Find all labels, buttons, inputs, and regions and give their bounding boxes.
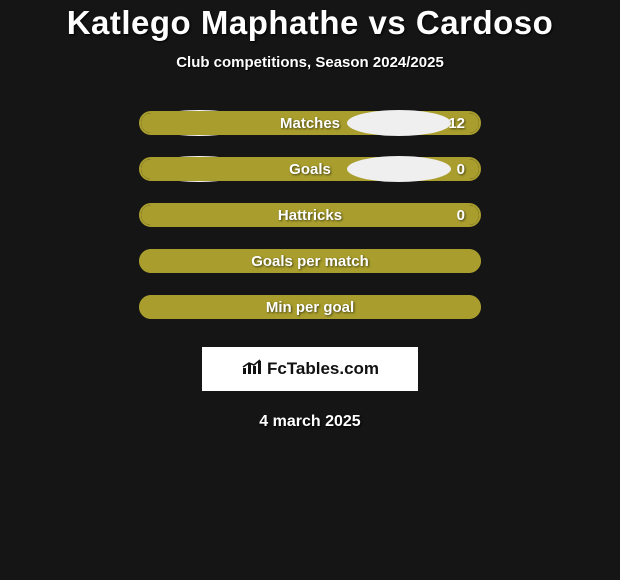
- stat-row: Min per goal: [139, 295, 481, 319]
- stat-bar: Hattricks 0: [139, 203, 481, 227]
- stat-value: 12: [448, 115, 465, 132]
- page-subtitle: Club competitions, Season 2024/2025: [176, 54, 444, 71]
- stat-value: 0: [457, 207, 465, 224]
- stats-region: Matches 12 Goals 0 Hattricks 0 Goals per match…: [139, 111, 481, 341]
- player-right-ellipse: [347, 156, 451, 182]
- stat-label: Goals: [289, 161, 331, 178]
- stat-row: Goals per match: [139, 249, 481, 273]
- stat-row: Matches 12: [139, 111, 481, 135]
- stat-bar: Min per goal: [139, 295, 481, 319]
- branding-text: FcTables.com: [267, 359, 379, 379]
- comparison-card: Katlego Maphathe vs Cardoso Club competi…: [0, 0, 620, 431]
- player-right-ellipse: [347, 110, 451, 136]
- stat-row: Goals 0: [139, 157, 481, 181]
- stat-bar: Goals per match: [139, 249, 481, 273]
- chart-icon: [241, 358, 263, 381]
- stat-label: Min per goal: [266, 299, 354, 316]
- stat-value: 0: [457, 161, 465, 178]
- page-title: Katlego Maphathe vs Cardoso: [67, 4, 554, 42]
- branding-badge: FcTables.com: [202, 347, 418, 391]
- stat-label: Goals per match: [251, 253, 369, 270]
- date-text: 4 march 2025: [259, 413, 360, 431]
- stat-label: Matches: [280, 115, 340, 132]
- stat-label: Hattricks: [278, 207, 342, 224]
- stat-row: Hattricks 0: [139, 203, 481, 227]
